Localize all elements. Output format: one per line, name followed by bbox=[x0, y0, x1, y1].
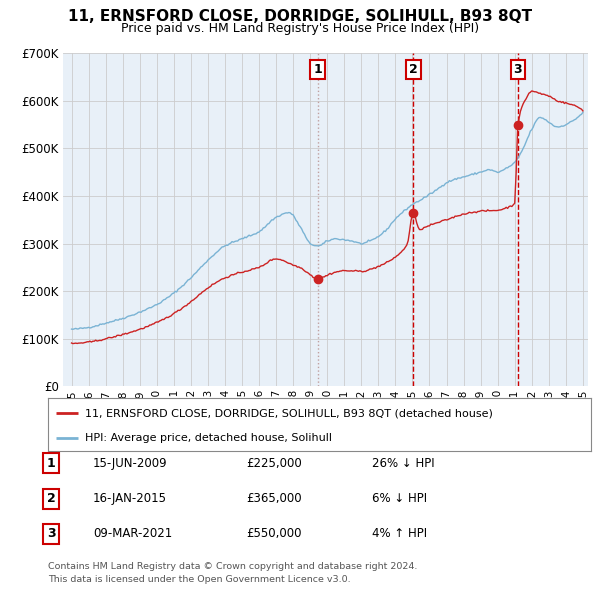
Text: £550,000: £550,000 bbox=[246, 527, 302, 540]
Text: 2: 2 bbox=[47, 492, 55, 505]
Text: £225,000: £225,000 bbox=[246, 457, 302, 470]
Text: 16-JAN-2015: 16-JAN-2015 bbox=[93, 492, 167, 505]
Text: 4% ↑ HPI: 4% ↑ HPI bbox=[372, 527, 427, 540]
Text: 09-MAR-2021: 09-MAR-2021 bbox=[93, 527, 172, 540]
Text: 1: 1 bbox=[313, 63, 322, 76]
Text: 1: 1 bbox=[47, 457, 55, 470]
Text: 26% ↓ HPI: 26% ↓ HPI bbox=[372, 457, 434, 470]
Text: 6% ↓ HPI: 6% ↓ HPI bbox=[372, 492, 427, 505]
Text: Price paid vs. HM Land Registry's House Price Index (HPI): Price paid vs. HM Land Registry's House … bbox=[121, 22, 479, 35]
Text: 3: 3 bbox=[47, 527, 55, 540]
Text: Contains HM Land Registry data © Crown copyright and database right 2024.: Contains HM Land Registry data © Crown c… bbox=[48, 562, 418, 571]
Text: 11, ERNSFORD CLOSE, DORRIDGE, SOLIHULL, B93 8QT (detached house): 11, ERNSFORD CLOSE, DORRIDGE, SOLIHULL, … bbox=[85, 408, 493, 418]
Text: 15-JUN-2009: 15-JUN-2009 bbox=[93, 457, 167, 470]
Text: 11, ERNSFORD CLOSE, DORRIDGE, SOLIHULL, B93 8QT: 11, ERNSFORD CLOSE, DORRIDGE, SOLIHULL, … bbox=[68, 9, 532, 24]
Text: 3: 3 bbox=[514, 63, 522, 76]
Text: £365,000: £365,000 bbox=[246, 492, 302, 505]
Text: This data is licensed under the Open Government Licence v3.0.: This data is licensed under the Open Gov… bbox=[48, 575, 350, 584]
Text: HPI: Average price, detached house, Solihull: HPI: Average price, detached house, Soli… bbox=[85, 433, 332, 443]
Text: 2: 2 bbox=[409, 63, 418, 76]
